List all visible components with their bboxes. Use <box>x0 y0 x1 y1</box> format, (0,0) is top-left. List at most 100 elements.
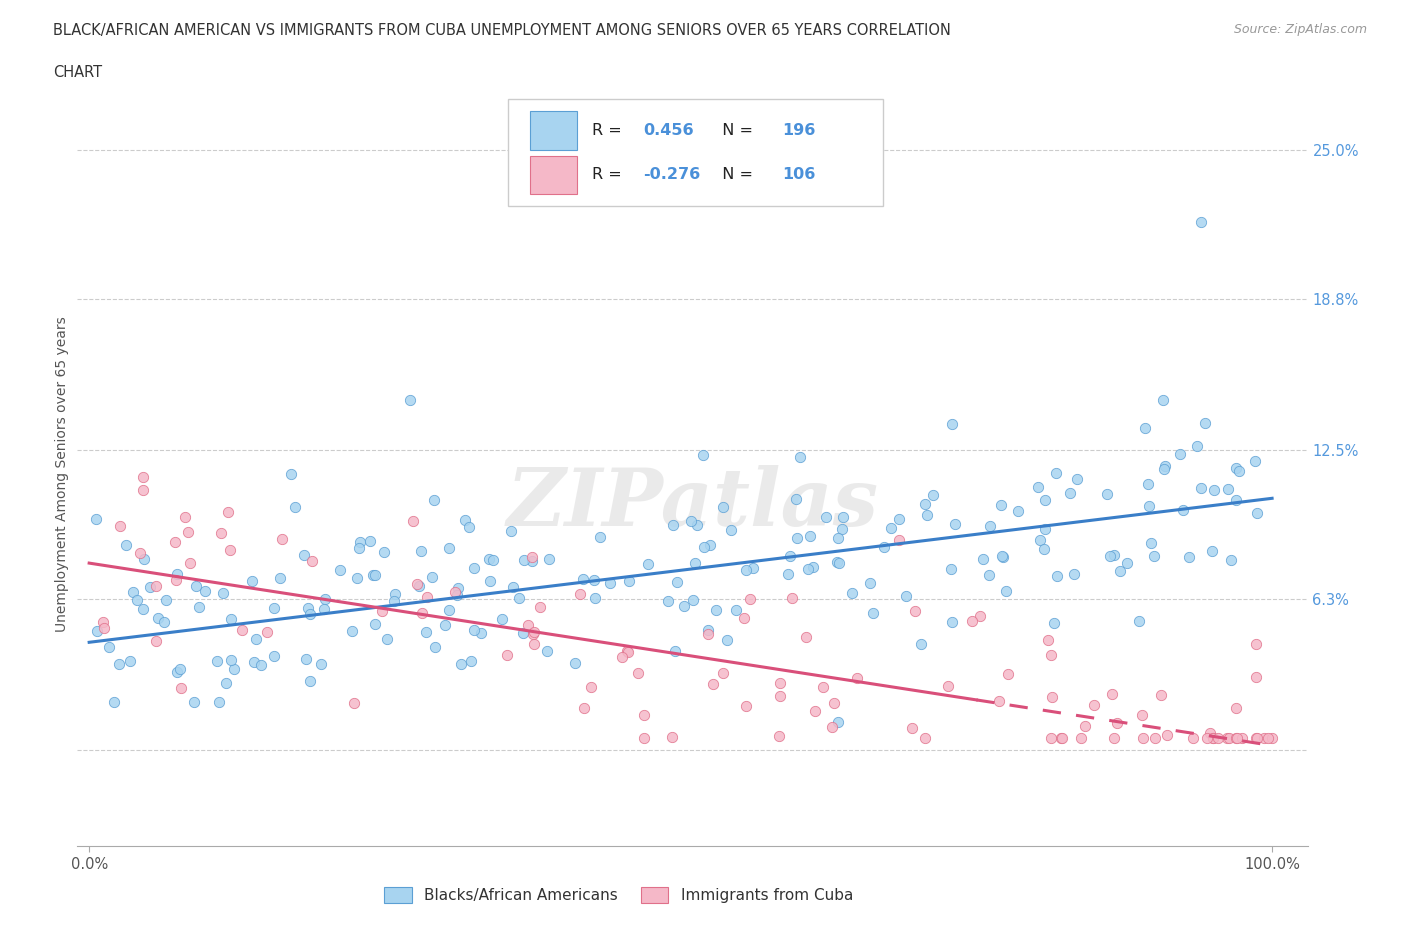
Point <box>1246 731 1268 746</box>
Point <box>997 667 1019 682</box>
Point <box>711 665 734 680</box>
Text: N =: N = <box>713 123 758 138</box>
Point <box>502 579 524 594</box>
Point <box>523 636 546 651</box>
Point <box>564 656 586 671</box>
Point <box>420 570 443 585</box>
Point <box>617 644 640 659</box>
Point <box>512 625 534 640</box>
Point <box>508 591 530 605</box>
Point <box>145 633 167 648</box>
Point <box>479 573 502 588</box>
Point <box>1168 446 1191 461</box>
Point <box>222 662 245 677</box>
Point <box>910 637 932 652</box>
Point <box>346 571 368 586</box>
Point <box>1143 549 1166 564</box>
Point <box>797 562 820 577</box>
Point <box>939 561 962 576</box>
Point <box>219 653 242 668</box>
Point <box>240 573 263 588</box>
Point <box>501 524 523 538</box>
Point <box>1099 549 1122 564</box>
Point <box>121 585 143 600</box>
Point <box>768 728 790 743</box>
Point <box>1227 464 1250 479</box>
Point <box>245 631 267 646</box>
Point <box>188 600 211 615</box>
Point <box>804 704 827 719</box>
Point <box>1178 550 1201 565</box>
Point <box>693 539 716 554</box>
Point <box>801 560 824 575</box>
Point <box>720 523 742 538</box>
Point <box>572 700 595 715</box>
Point <box>415 625 437 640</box>
Point <box>696 623 718 638</box>
Point <box>889 533 911 548</box>
Point <box>422 493 444 508</box>
Point <box>481 552 503 567</box>
Point <box>887 512 910 526</box>
Point <box>423 640 446 655</box>
Point <box>579 679 602 694</box>
Point <box>263 600 285 615</box>
Text: ZIPatlas: ZIPatlas <box>506 465 879 543</box>
Point <box>1230 731 1253 746</box>
Point <box>820 720 842 735</box>
Text: R =: R = <box>592 123 627 138</box>
Point <box>1132 731 1154 746</box>
Point <box>1059 485 1081 500</box>
Point <box>815 510 838 525</box>
Point <box>364 568 387 583</box>
Point <box>145 578 167 593</box>
Point <box>537 551 560 566</box>
Point <box>936 678 959 693</box>
Point <box>568 587 591 602</box>
Point <box>1244 670 1267 684</box>
Text: CHART: CHART <box>53 65 103 80</box>
Point <box>1137 498 1160 513</box>
Point <box>446 588 468 603</box>
Point <box>583 573 606 588</box>
Point <box>735 698 758 713</box>
Point <box>977 567 1000 582</box>
Point <box>1189 481 1212 496</box>
Point <box>263 648 285 663</box>
Point <box>86 623 108 638</box>
Point <box>329 563 352 578</box>
Point <box>1244 637 1267 652</box>
Point <box>799 528 821 543</box>
Point <box>166 566 188 581</box>
Point <box>1216 731 1239 746</box>
Point <box>1195 731 1218 746</box>
Point <box>284 499 307 514</box>
Point <box>1187 439 1209 454</box>
Point <box>1007 504 1029 519</box>
Point <box>496 648 519 663</box>
Point <box>91 615 114 630</box>
Point <box>463 622 485 637</box>
Point <box>1136 476 1159 491</box>
Point <box>457 520 479 535</box>
Point <box>343 696 366 711</box>
Point <box>979 519 1001 534</box>
Point <box>215 675 238 690</box>
Point <box>131 601 153 616</box>
Point <box>1029 533 1052 548</box>
Point <box>1194 416 1216 431</box>
FancyBboxPatch shape <box>530 155 576 193</box>
Point <box>987 694 1010 709</box>
Text: R =: R = <box>592 167 627 182</box>
Point <box>174 509 197 524</box>
Point <box>699 538 721 552</box>
Point <box>93 620 115 635</box>
Point <box>832 510 855 525</box>
Point <box>444 584 467 599</box>
Point <box>1181 731 1204 746</box>
Point <box>789 450 811 465</box>
Point <box>943 516 966 531</box>
Point <box>941 615 963 630</box>
Point <box>131 483 153 498</box>
Text: -0.276: -0.276 <box>644 167 700 182</box>
